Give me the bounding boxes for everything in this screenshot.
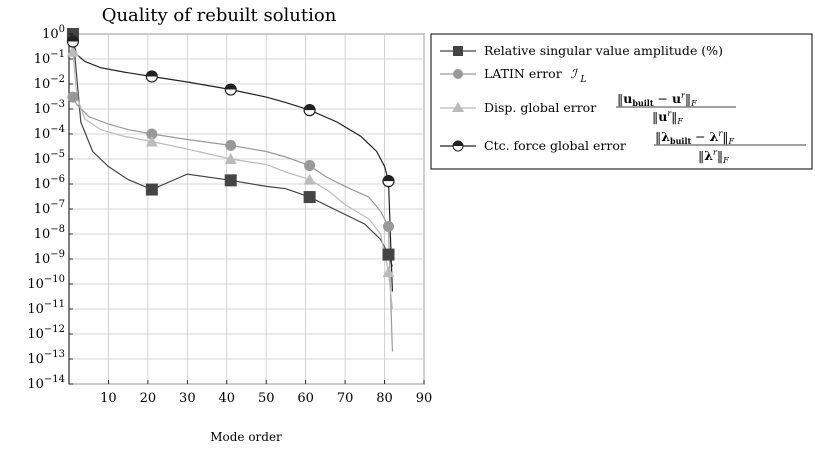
y-tick-label: 100 [42,24,65,42]
x-tick-label: 80 [376,391,393,406]
legend-latin-math: ℐ [571,66,579,81]
y-tick-label: 10−6 [34,174,65,192]
y-tick-label: 10−10 [27,274,65,292]
y-tick-label: 10−3 [34,99,65,117]
lambda-bold-2: λ [710,129,719,144]
y-tick-label: 10−9 [34,249,65,267]
ctc-built-sub: built [670,136,691,146]
x-tick-label: 40 [219,391,236,406]
series-lines [73,34,393,352]
y-tick-label: 10−13 [27,349,65,367]
disp-formula-numerator: ‖ubuilt − ur‖F [617,91,697,108]
y-tick-label: 10−14 [27,374,65,392]
x-tick-label: 90 [416,391,433,406]
series-1-marker [304,191,316,203]
ctc-minus: − [691,129,709,144]
u-bold-2: u [672,91,681,106]
x-tick-label: 30 [179,391,196,406]
series-1-marker [146,184,158,196]
built-sub: built [632,98,653,108]
legend-latin-text: LATIN error [484,66,562,81]
chart-title: Quality of rebuilt solution [102,5,337,26]
series-2-marker [383,221,394,232]
x-tick-label: 60 [297,391,314,406]
series-line-4 [73,42,393,292]
ctc-formula-numerator: ‖λbuilt − λr‖F [655,129,734,146]
legend-label-ctc: Ctc. force global error [484,138,626,153]
den-f-sub: F [676,117,683,126]
u-bold: u [623,91,632,106]
lambda-bold: λ [661,129,670,144]
ctc-den-lambda: λ [704,148,713,163]
legend: Relative singular value amplitude (%) LA… [431,34,812,169]
x-tick-label: 50 [258,391,275,406]
legend-latin-sub: L [580,75,587,85]
grid [69,34,424,384]
minus-sign: − [654,91,672,106]
y-tick-label: 10−5 [34,149,65,167]
series-2-marker [304,160,315,171]
legend-label-disp: Disp. global error [484,100,596,115]
series-2-marker [67,92,78,103]
y-tick-label: 10−8 [34,224,65,242]
legend-circle-marker [453,69,463,79]
den-u-bold: u [658,109,667,124]
plot-area: 10 20 30 40 50 60 70 80 90 10010−110−210−310−410… [27,24,432,406]
x-tick-label: 10 [100,391,117,406]
ctc-den-f-sub: F [722,156,729,165]
series-1-marker [383,249,395,261]
y-tick-label: 10−7 [34,199,65,217]
y-tick-label: 10−12 [27,324,65,342]
x-tick-label: 20 [140,391,157,406]
y-tick-label: 10−4 [34,124,65,142]
y-axis-ticks: 100 10−1 10−2 10−3 10−4 10−5 10−6 10−7 10−8 10−9 1… [27,24,73,392]
y-tick-label: 10−1 [34,49,65,67]
legend-square-marker [453,46,463,56]
series-2-marker [225,140,236,151]
x-axis-label: Mode order [210,430,282,444]
x-tick-label: 70 [337,391,354,406]
y-tick-label: 10−2 [34,74,65,92]
series-1-marker [225,174,237,186]
legend-label-singular-value: Relative singular value amplitude (%) [484,43,723,58]
y-tick-label: 10−11 [27,299,65,317]
